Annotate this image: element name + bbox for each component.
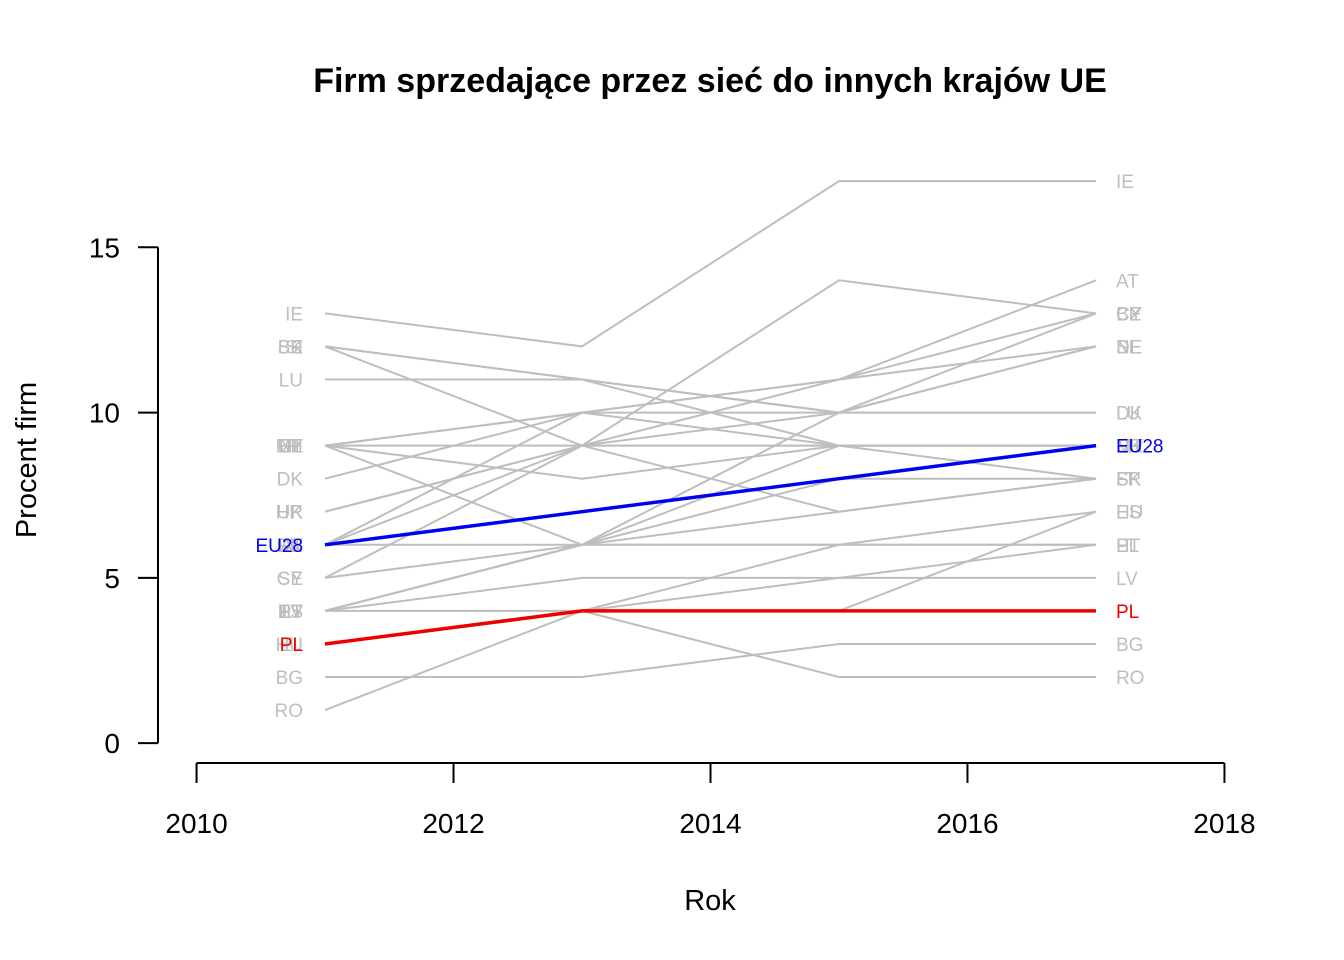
x-tick-label: 2010 [165,808,227,839]
series-label-start-lv: LV [281,602,303,623]
series-lines-highlight [324,443,1097,646]
series-line-ro [324,609,1096,712]
series-label-start-ro: RO [275,701,304,722]
series-label-end-lu: LU [1116,404,1140,425]
series-label-start-mt: MT [276,437,304,458]
series-label-end-bg: BG [1116,635,1143,656]
series-label-start-fi: FI [286,437,303,458]
series-label-end-sk: SK [1116,470,1142,491]
y-tick-label: 15 [89,232,120,263]
chart-title: Firm sprzedające przez sieć do innych kr… [313,62,1107,100]
series-label-end-eu28: EU28 [1116,437,1164,458]
series-label-end-it: IT [1116,536,1133,557]
series-label-start-lt: LT [282,602,303,623]
series-label-end-hu: HU [1116,503,1143,524]
y-tick-label: 5 [104,563,120,594]
series-line-ie [324,180,1096,348]
series-label-end-ie: IE [1116,172,1134,193]
series-label-start-be: BE [278,337,303,358]
series-label-start-eu28: EU28 [256,536,304,557]
series-label-end-cz: CZ [1116,304,1142,325]
series-label-start-lu: LU [279,371,303,392]
series-label-end-pt: PT [1116,536,1141,557]
series-label-start-ie: IE [285,304,303,325]
series-label-start-ee: EE [278,437,303,458]
series-line-it [325,543,1097,612]
series-label-end-fi: FI [1116,437,1133,458]
series-label-start-se: SE [278,569,303,590]
series-line-cy [324,279,1097,579]
series-label-end-el: EL [1116,536,1139,557]
series-label-end-hr: HR [1116,437,1143,458]
series-label-start-bg: BG [276,668,303,689]
series-label-end-uk: UK [1116,437,1143,458]
series-label-start-pt: PT [279,602,304,623]
series-labels-start: IE AT BE CZ DE SE LU DK CY SK ES FI HU LV BG RO UK FR NLEE… [256,304,304,722]
series-label-start-sk: SK [278,337,304,358]
x-tick-label: 2014 [679,808,741,839]
series-label-start-cz: CZ [278,437,304,458]
x-tick-label: 2018 [1193,808,1255,839]
series-label-end-es: ES [1116,503,1141,524]
series-label-start-uk: UK [277,503,304,524]
series-label-end-be: BE [1116,304,1141,325]
series-label-start-hu: HU [276,635,303,656]
series-label-start-hr: HR [276,503,303,524]
series-line-mt [324,411,1096,447]
series-label-end-at: AT [1116,271,1139,292]
series-label-start-at: AT [280,536,303,557]
series-label-end-fr: FR [1116,470,1141,491]
series-label-start-si: SI [285,337,303,358]
x-tick-label: 2016 [936,808,998,839]
series-label-start-es: ES [278,602,303,623]
x-tick-label: 2012 [422,808,484,839]
x-axis-label: Rok [684,885,736,917]
series-label-start-it: IT [286,602,303,623]
series-label-start-el: EL [280,635,303,656]
y-tick-label: 0 [104,728,120,759]
series-label-end-pl: PL [1116,602,1139,623]
series-label-end-se: SE [1116,337,1141,358]
axes: 0 5 10 15 2010 2012 2014 2016 2018 [89,232,1256,839]
series-label-end-de: DE [1116,337,1142,358]
series-label-end-mt: MT [1116,437,1144,458]
series-label-start-pl: PL [280,635,303,656]
series-label-end-ro: RO [1116,668,1145,689]
series-line-eu28 [324,443,1097,547]
series-label-end-si: SI [1116,470,1134,491]
series-label-end-ee: EE [1116,437,1141,458]
series-line-fr [325,477,1097,546]
series-label-end-nl: NL [1116,337,1140,358]
series-label-start-fr: FR [278,536,303,557]
series-label-start-cy: CY [277,569,304,590]
series-label-end-dk: DK [1116,404,1143,425]
series-label-start-dk: DK [277,470,304,491]
series-label-end-cy: CY [1116,304,1143,325]
y-axis-label: Procent firm [11,382,43,538]
series-line-pl [324,609,1096,646]
series-line-bg [325,643,1096,678]
series-label-start-de: DE [277,536,303,557]
series-label-end-lv: LV [1116,569,1138,590]
y-tick-label: 10 [89,398,120,429]
series-label-end-lt: LT [1116,470,1137,491]
series-label-start-nl: NL [279,437,303,458]
